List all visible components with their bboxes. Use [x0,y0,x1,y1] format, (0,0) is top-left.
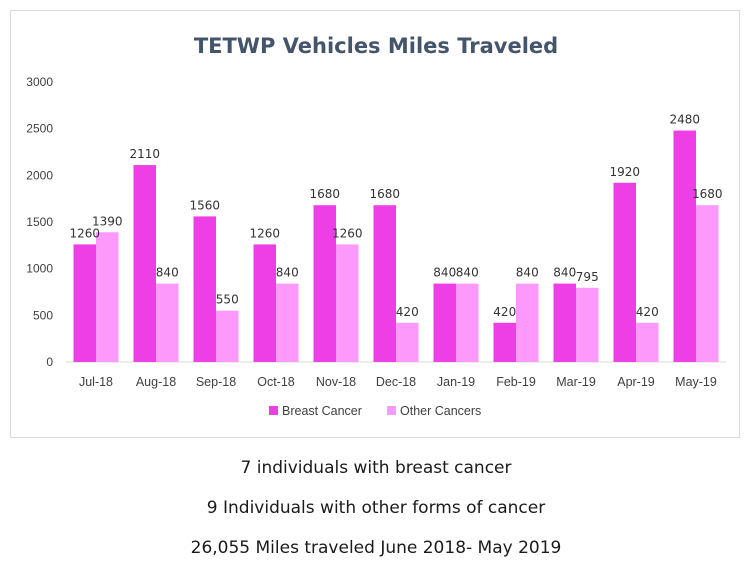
chart-title: TETWP Vehicles Miles Traveled [194,34,558,58]
legend-label: Breast Cancer [282,404,362,418]
data-label: 420 [636,305,659,319]
y-tick-label: 2500 [26,122,53,136]
x-tick-label: May-19 [675,375,717,389]
data-label: 1680 [692,187,723,201]
y-tick-label: 500 [33,308,53,322]
bar-breast-cancer [73,244,96,362]
data-label: 2110 [129,147,160,161]
legend-swatch [269,406,278,415]
data-label: 420 [396,305,419,319]
y-tick-label: 0 [46,355,53,369]
legend-label: Other Cancers [400,404,481,418]
data-label: 840 [456,266,479,280]
legend-swatch [387,406,396,415]
bar-other-cancers [456,283,479,362]
footer-breast-cancer-count: 7 individuals with breast cancer [240,458,512,478]
data-label: 840 [433,266,456,280]
chart-frame: TETWP Vehicles Miles Traveled 0 500 1000 15… [10,10,740,438]
bar-series [73,130,719,362]
footer-total-miles: 26,055 Miles traveled June 2018- May 201… [190,538,562,558]
x-tick-label: Feb-19 [496,375,536,389]
y-tick-label: 2000 [26,168,53,182]
data-labels: 1260139021108401560550126084016801260168… [69,113,722,319]
bar-chart: TETWP Vehicles Miles Traveled 0 500 1000 15… [26,34,726,418]
x-tick-label: Mar-19 [556,375,596,389]
x-tick-label: Jan-19 [437,375,475,389]
bar-breast-cancer [493,322,516,362]
x-tick-label: Sep-18 [196,375,236,389]
data-label: 840 [156,266,179,280]
x-tick-label: Dec-18 [376,375,416,389]
y-tick-label: 1000 [26,262,53,276]
data-label: 420 [493,305,516,319]
x-axis-tick-labels: Jul-18 Aug-18 Sep-18 Oct-18 Nov-18 Dec-18 Jan-… [79,375,717,389]
data-label: 550 [216,293,239,307]
data-label: 1680 [369,187,400,201]
bar-other-cancers [696,205,719,362]
bar-breast-cancer [133,165,156,362]
data-label: 1680 [309,187,340,201]
legend: Breast Cancer Other Cancers [269,404,481,418]
y-tick-label: 3000 [26,75,53,89]
data-label: 1260 [69,226,100,240]
bar-breast-cancer [313,205,336,362]
data-label: 840 [516,266,539,280]
data-label: 795 [576,270,599,284]
data-label: 840 [276,266,299,280]
y-tick-label: 1500 [26,215,53,229]
bar-breast-cancer [193,216,216,362]
bar-breast-cancer [553,283,576,362]
data-label: 1260 [249,226,280,240]
bar-other-cancers [96,232,119,362]
bar-other-cancers [516,283,539,362]
bar-other-cancers [396,322,419,362]
data-label: 1920 [609,165,640,179]
bar-breast-cancer [673,130,696,362]
bar-other-cancers [336,244,359,362]
bar-other-cancers [156,283,179,362]
data-label: 1390 [92,214,123,228]
bar-other-cancers [636,322,659,362]
data-label: 2480 [669,113,700,127]
data-label: 840 [553,266,576,280]
y-axis-tick-labels: 0 500 1000 1500 2000 2500 3000 [26,75,53,369]
bar-other-cancers [576,287,599,362]
x-tick-label: Apr-19 [617,375,655,389]
bar-other-cancers [216,310,239,362]
x-tick-label: Aug-18 [136,375,176,389]
data-label: 1260 [332,226,363,240]
bar-breast-cancer [613,182,636,362]
bar-other-cancers [276,283,299,362]
bar-breast-cancer [253,244,276,362]
x-tick-label: Nov-18 [316,375,356,389]
bar-breast-cancer [373,205,396,362]
x-tick-label: Jul-18 [79,375,113,389]
footer-other-cancer-count: 9 Individuals with other forms of cancer [206,498,546,518]
data-label: 1560 [189,198,220,212]
x-tick-label: Oct-18 [257,375,295,389]
bar-breast-cancer [433,283,456,362]
